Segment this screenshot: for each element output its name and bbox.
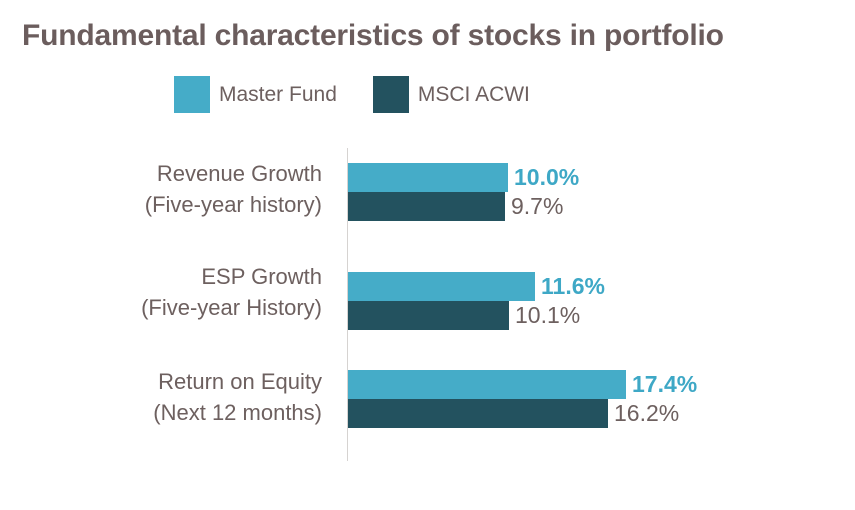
bar-row-msci-acwi[interactable]: 9.7% [348, 192, 579, 221]
legend-label-msci-acwi: MSCI ACWI [417, 82, 530, 106]
legend-swatch-master-fund-icon [174, 76, 210, 113]
legend-item-msci-acwi[interactable]: MSCI ACWI [372, 76, 530, 113]
bars-esp-growth: 11.6% 10.1% [348, 272, 605, 330]
value-axis-line [347, 148, 348, 461]
category-label-revenue-growth: Revenue Growth (Five-year history) [22, 158, 322, 220]
bar-msci-acwi[interactable] [348, 399, 608, 428]
bar-value-master-fund: 11.6% [541, 273, 605, 299]
category-label-line: (Five-year history) [144, 192, 322, 217]
bar-row-msci-acwi[interactable]: 10.1% [348, 301, 605, 330]
chart-legend: Master Fund MSCI ACWI [174, 76, 530, 113]
bar-row-master-fund[interactable]: 11.6% [348, 272, 605, 301]
bar-value-msci-acwi: 9.7% [511, 193, 564, 219]
bar-value-msci-acwi: 16.2% [614, 400, 680, 426]
legend-swatch-msci-acwi-icon [372, 76, 409, 113]
category-label-line: (Next 12 months) [153, 400, 322, 425]
bar-value-msci-acwi: 10.1% [515, 302, 581, 328]
bar-value-master-fund: 17.4% [632, 371, 698, 397]
bar-master-fund[interactable] [348, 163, 508, 192]
bar-msci-acwi[interactable] [348, 301, 509, 330]
bars-return-on-equity: 17.4% 16.2% [348, 370, 697, 428]
legend-item-master-fund[interactable]: Master Fund [174, 76, 337, 113]
bar-master-fund[interactable] [348, 370, 626, 399]
bars-revenue-growth: 10.0% 9.7% [348, 163, 579, 221]
category-label-esp-growth: ESP Growth (Five-year History) [22, 261, 322, 323]
category-label-line: Revenue Growth [156, 161, 322, 186]
category-label-line: Return on Equity [158, 369, 322, 394]
bar-row-msci-acwi[interactable]: 16.2% [348, 399, 697, 428]
category-label-line: ESP Growth [201, 264, 322, 289]
chart-title: Fundamental characteristics of stocks in… [22, 19, 724, 52]
category-label-line: (Five-year History) [141, 295, 322, 320]
bar-msci-acwi[interactable] [348, 192, 505, 221]
bar-row-master-fund[interactable]: 10.0% [348, 163, 579, 192]
bar-value-master-fund: 10.0% [514, 164, 580, 190]
category-label-return-on-equity: Return on Equity (Next 12 months) [22, 366, 322, 428]
bar-master-fund[interactable] [348, 272, 535, 301]
legend-label-master-fund: Master Fund [219, 82, 337, 106]
bar-row-master-fund[interactable]: 17.4% [348, 370, 697, 399]
